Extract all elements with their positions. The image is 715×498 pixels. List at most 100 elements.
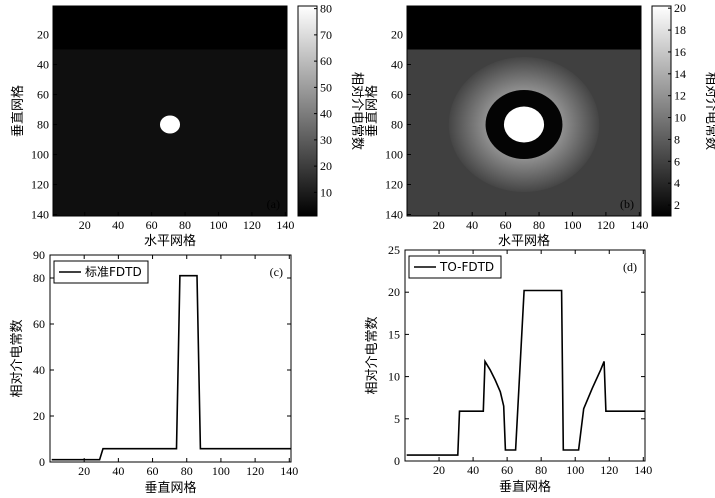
panel-label: (c) [270, 265, 283, 279]
x-tick-label: 60 [146, 218, 158, 232]
plot-frame [406, 5, 642, 217]
legend: TO-FDTD [408, 255, 502, 279]
y-axis-label: 垂直网格 [364, 85, 380, 137]
legend: 标准FDTD [53, 260, 149, 284]
y-tick-label: 20 [391, 28, 403, 42]
y-tick-label: 140 [385, 208, 403, 222]
legend-box [53, 260, 149, 284]
line-panel-c: 20 40 60 80 100 120 140 0 20 40 60 80 90 标准FDTD (c) 垂直网… [10, 248, 298, 496]
legend-label: TO-FDTD [439, 260, 494, 274]
panel-label: (d) [623, 260, 637, 274]
y-tick-label: 140 [31, 208, 49, 222]
x-tick-label: 80 [535, 463, 547, 477]
x-tick-label: 20 [78, 464, 90, 478]
colorbar-tick-label: 10 [674, 111, 686, 125]
colorbar: 10 20 30 40 50 60 70 80 相对介电常数 [297, 2, 364, 217]
colorbar-tick-label: 40 [320, 107, 332, 121]
region-rect [407, 6, 641, 50]
x-axis-label: 垂直网格 [144, 480, 196, 496]
x-axis-label: 垂直网格 [499, 479, 551, 495]
x-tick-label: 20 [433, 218, 445, 232]
y-tick-label: 5 [394, 412, 400, 426]
heatmap-image [407, 6, 641, 216]
colorbar-tick-label: 6 [674, 154, 680, 168]
x-tick-label: 140 [276, 218, 294, 232]
x-tick-label: 120 [597, 218, 615, 232]
y-tick-label: 120 [385, 178, 403, 192]
x-tick-label: 20 [79, 218, 91, 232]
x-tick-label: 140 [630, 218, 648, 232]
y-tick-label: 10 [388, 370, 400, 384]
colorbar-tick-label: 2 [674, 198, 680, 212]
x-tick-label: 40 [112, 218, 124, 232]
region-circle [503, 106, 545, 143]
y-tick-label: 0 [39, 455, 45, 469]
y-tick-label: 80 [391, 118, 403, 132]
series-line [51, 274, 291, 461]
plot-frame [49, 254, 292, 463]
y-tick-label: 20 [33, 409, 45, 423]
x-tick-label: 60 [501, 463, 513, 477]
y-tick-label: 100 [385, 148, 403, 162]
colorbar: 2 4 6 8 10 12 14 16 18 20 相对介电常数 [651, 1, 715, 217]
x-tick-label: 100 [209, 218, 227, 232]
x-tick-label: 120 [243, 218, 261, 232]
x-tick-label: 80 [181, 464, 193, 478]
panel-label: (b) [620, 197, 634, 211]
colorbar-tick-label: 12 [674, 89, 686, 103]
heatmap-panel-a: 20 40 60 80 100 120 140 20 40 60 80 100 120 140 (a) 水平网… [10, 2, 364, 249]
x-tick-label: 60 [500, 218, 512, 232]
y-tick-label: 100 [31, 148, 49, 162]
y-tick-label: 40 [37, 58, 49, 72]
y-tick-label: 40 [391, 58, 403, 72]
y-tick-label: 120 [31, 178, 49, 192]
y-tick-label: 80 [33, 271, 45, 285]
x-tick-label: 40 [466, 218, 478, 232]
colorbar-tick-label: 8 [674, 132, 680, 146]
colorbar-tick-label: 30 [320, 133, 332, 147]
legend-box [408, 255, 502, 279]
colorbar-tick-label: 70 [320, 28, 332, 42]
colorbar-gradient [297, 5, 318, 217]
colorbar-tick-label: 80 [320, 2, 332, 16]
panel-label: (a) [267, 197, 280, 211]
colorbar-tick-label: 20 [320, 159, 332, 173]
x-tick-label: 80 [533, 218, 545, 232]
colorbar-tick-label: 16 [674, 45, 686, 59]
x-tick-label: 100 [566, 463, 584, 477]
colorbar-tick-label: 18 [674, 23, 686, 37]
heatmap-panel-b: 20 40 60 80 100 120 140 20 40 60 80 100 120 140 (b) 水平网… [364, 1, 715, 249]
x-tick-label: 60 [147, 464, 159, 478]
x-tick-label: 120 [246, 464, 264, 478]
x-tick-label: 120 [600, 463, 618, 477]
heatmap-image [53, 6, 287, 216]
y-tick-label: 20 [388, 285, 400, 299]
x-tick-label: 140 [634, 463, 652, 477]
colorbar-label: 相对介电常数 [349, 72, 364, 150]
y-tick-label: 40 [33, 363, 45, 377]
y-tick-label: 0 [394, 454, 400, 468]
colorbar-tick-label: 60 [320, 54, 332, 68]
line-panel-d: 20 40 60 80 100 120 140 0 5 10 15 20 25 TO-FDTD (d) 垂直网… [365, 243, 652, 495]
region-circle [159, 115, 181, 134]
series-line [406, 289, 645, 456]
x-axis-label: 水平网格 [144, 233, 196, 249]
y-tick-label: 60 [391, 88, 403, 102]
y-tick-label: 80 [37, 118, 49, 132]
colorbar-tick-label: 20 [674, 1, 686, 15]
y-tick-label: 90 [33, 248, 45, 262]
y-tick-label: 60 [37, 88, 49, 102]
x-tick-label: 40 [112, 464, 124, 478]
y-tick-label: 60 [33, 317, 45, 331]
plot-frame [404, 249, 646, 462]
y-tick-label: 25 [388, 243, 400, 257]
x-tick-label: 80 [179, 218, 191, 232]
colorbar-tick-label: 50 [320, 80, 332, 94]
x-tick-label: 20 [433, 463, 445, 477]
colorbar-tick-label: 4 [674, 176, 680, 190]
y-axis-label: 相对介电常数 [10, 319, 25, 397]
colorbar-tick-label: 10 [320, 185, 332, 199]
legend-label: 标准FDTD [85, 265, 142, 279]
x-tick-label: 40 [467, 463, 479, 477]
x-tick-label: 100 [563, 218, 581, 232]
